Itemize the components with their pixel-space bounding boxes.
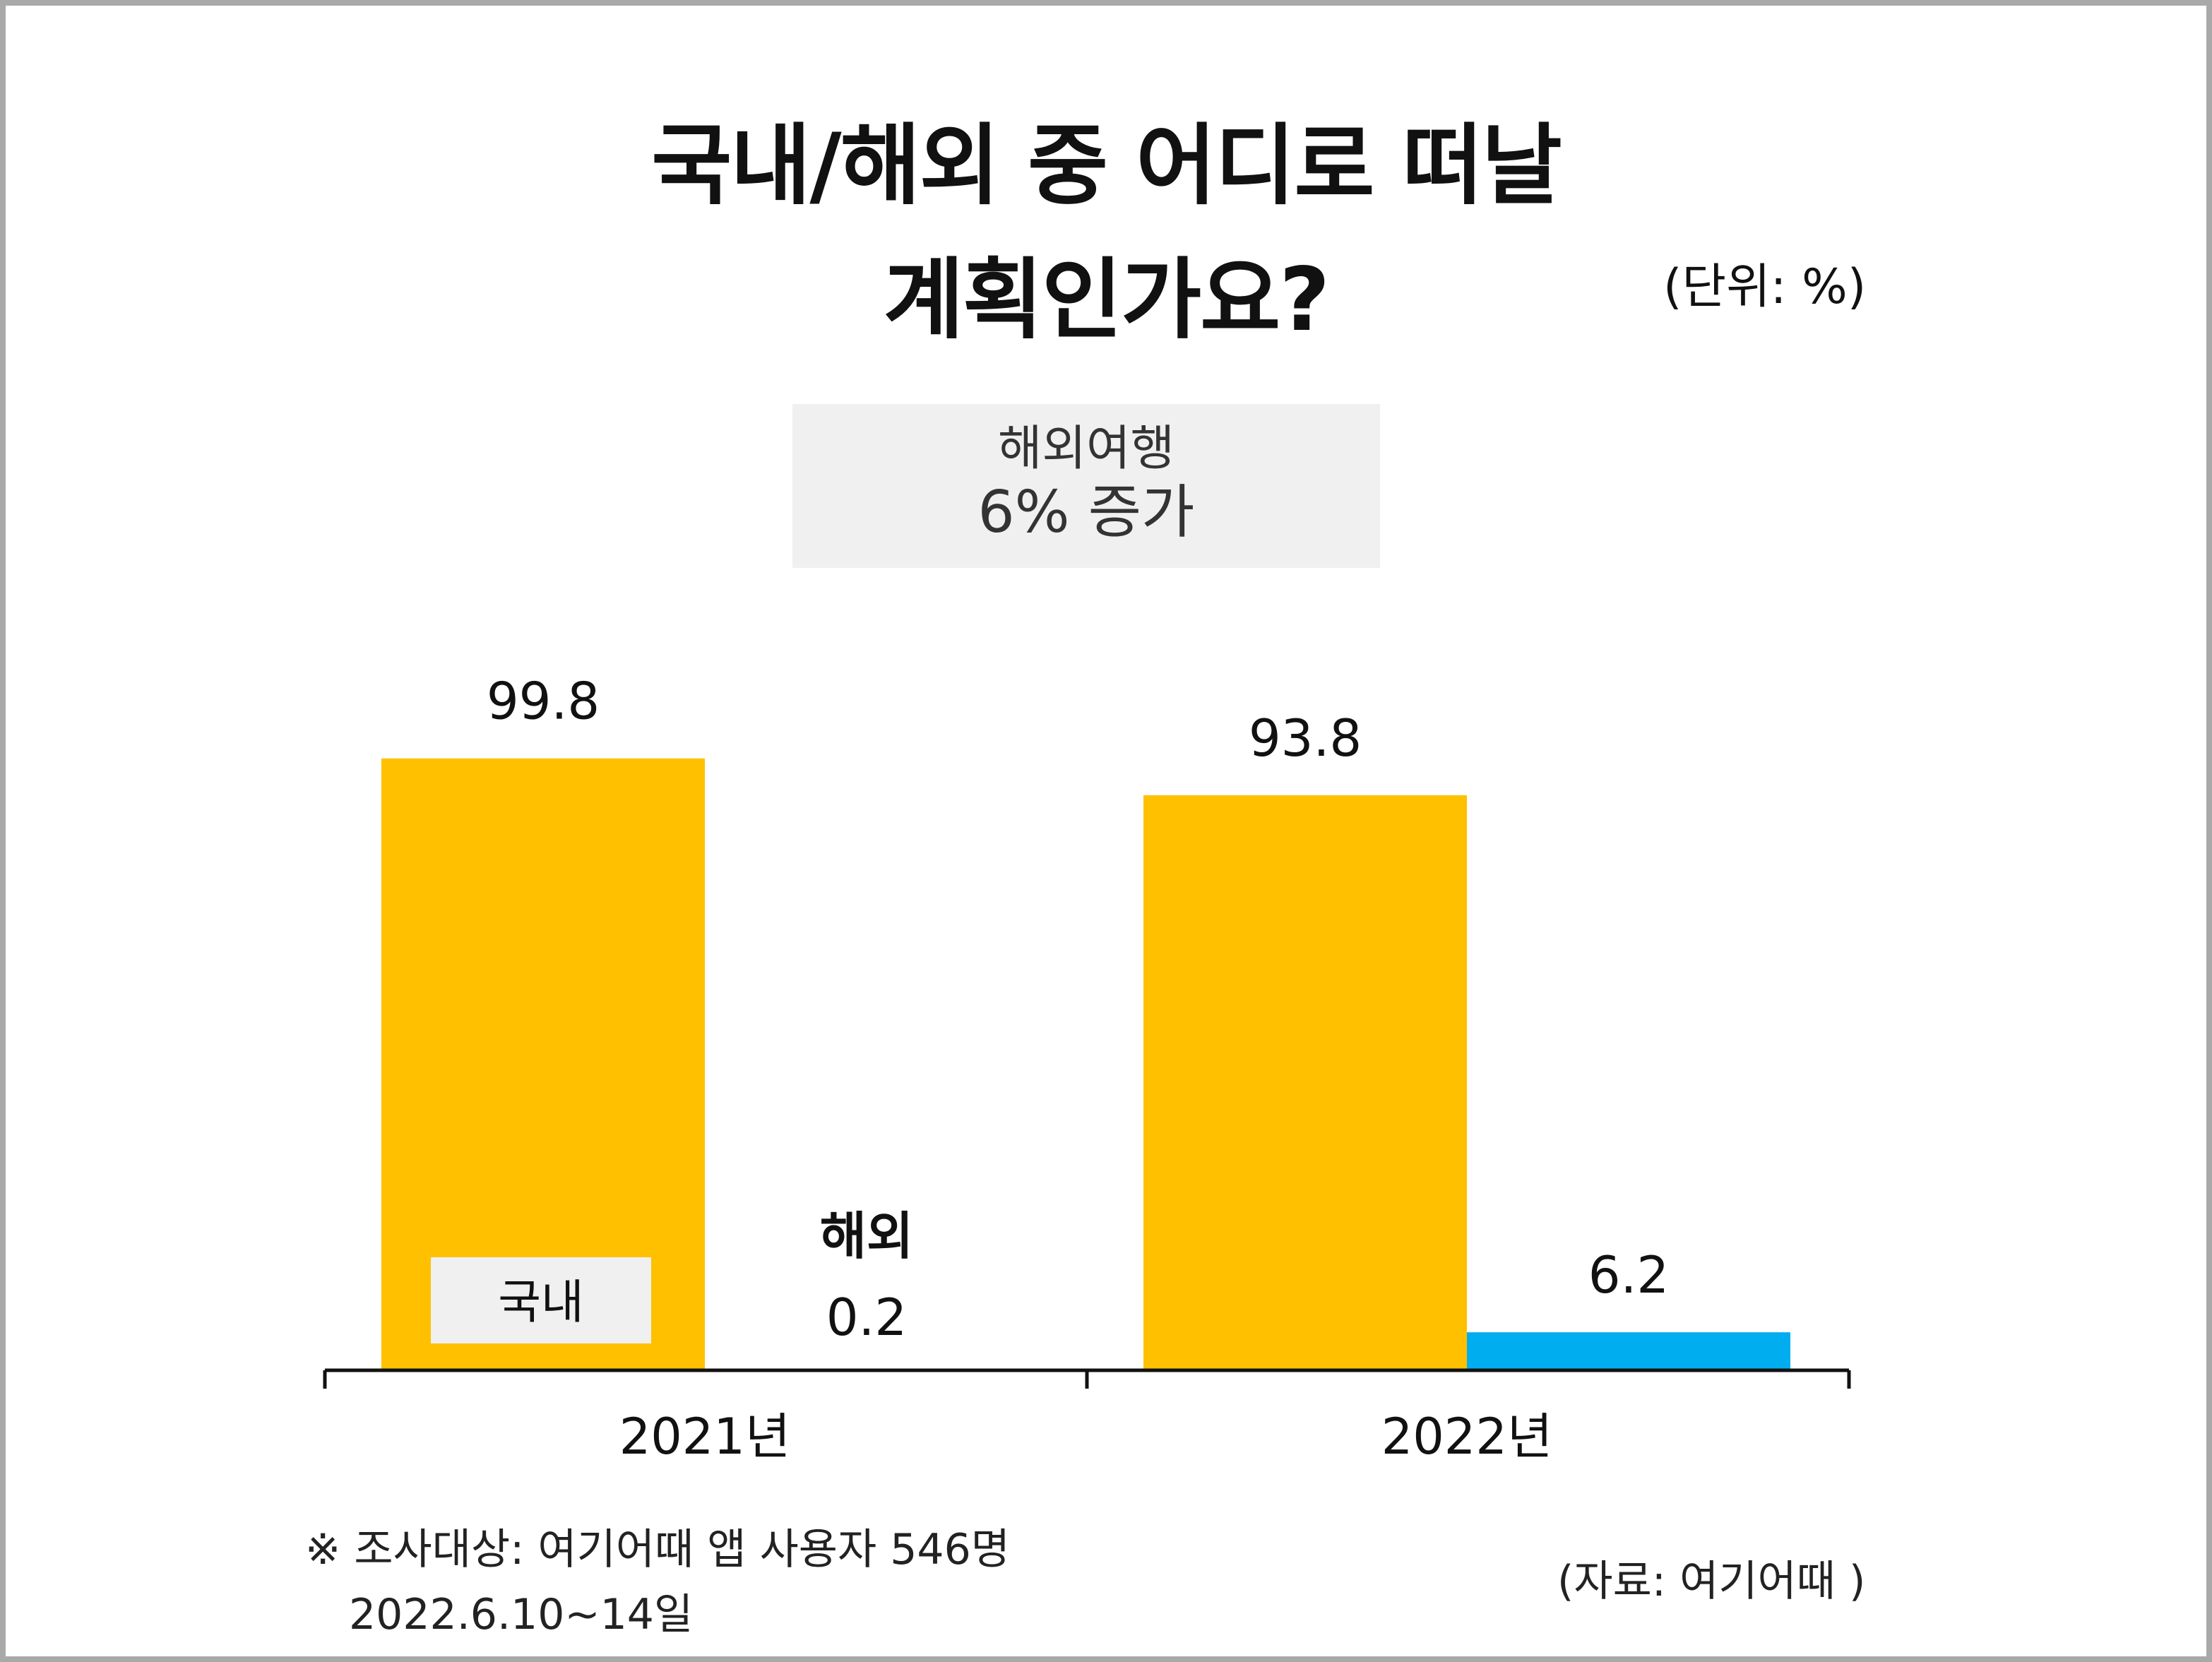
source-label: (자료: 여기어때 ) xyxy=(1557,1557,1866,1606)
legend-label-domestic: 국내 xyxy=(498,1275,583,1329)
chart-title: 국내/해외 중 어디로 떠날 계획인가요? xyxy=(0,99,2212,367)
category-label-2: 2022년 xyxy=(1381,1408,1553,1466)
survey-note-line1: ※ 조사대상: 여기어때 앱 사용자 546명 xyxy=(305,1525,1010,1574)
value-label-overseas-1: 0.2 xyxy=(826,1288,908,1347)
survey-note: ※ 조사대상: 여기어때 앱 사용자 546명 2022.6.10~14일 xyxy=(305,1517,1010,1647)
chart-title-line1: 국내/해외 중 어디로 떠날 xyxy=(651,115,1562,217)
value-label-overseas-2: 6.2 xyxy=(1588,1245,1670,1305)
callout-line2: 6% 증가 xyxy=(977,479,1195,546)
series-label-overseas: 해외 xyxy=(820,1206,913,1266)
callout-box: 해외여행 6% 증가 xyxy=(792,404,1380,568)
category-label-1: 2021년 xyxy=(619,1408,791,1466)
chart-title-line2: 계획인가요? xyxy=(883,249,1330,351)
bar-overseas-2 xyxy=(1467,1332,1790,1370)
value-label-domestic-2: 93.8 xyxy=(1249,708,1362,768)
legend-box-domestic xyxy=(431,1257,651,1343)
survey-note-line2: 2022.6.10~14일 xyxy=(349,1590,694,1639)
unit-label: (단위: %) xyxy=(1663,259,1867,315)
value-label-domestic-1: 99.8 xyxy=(487,672,600,731)
callout-line1: 해외여행 xyxy=(997,421,1175,477)
bar-domestic-2 xyxy=(1143,795,1467,1370)
